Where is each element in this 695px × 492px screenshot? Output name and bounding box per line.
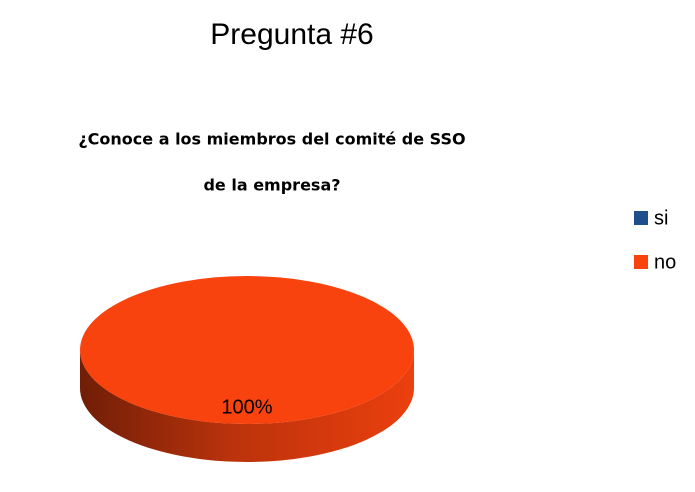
chart-subtitle: ¿Conoce a los miembros del comité de SSO	[78, 130, 465, 149]
legend-label: si	[654, 207, 668, 229]
legend-swatch	[634, 255, 648, 269]
legend-swatch	[634, 211, 648, 225]
data-label: 100%	[221, 396, 272, 418]
pie-side-shade	[80, 350, 414, 462]
legend-label: no	[654, 251, 676, 273]
chart-subtitle: de la empresa?	[203, 176, 340, 195]
chart-title: Pregunta #6	[210, 18, 373, 51]
pie-slice	[80, 276, 414, 424]
